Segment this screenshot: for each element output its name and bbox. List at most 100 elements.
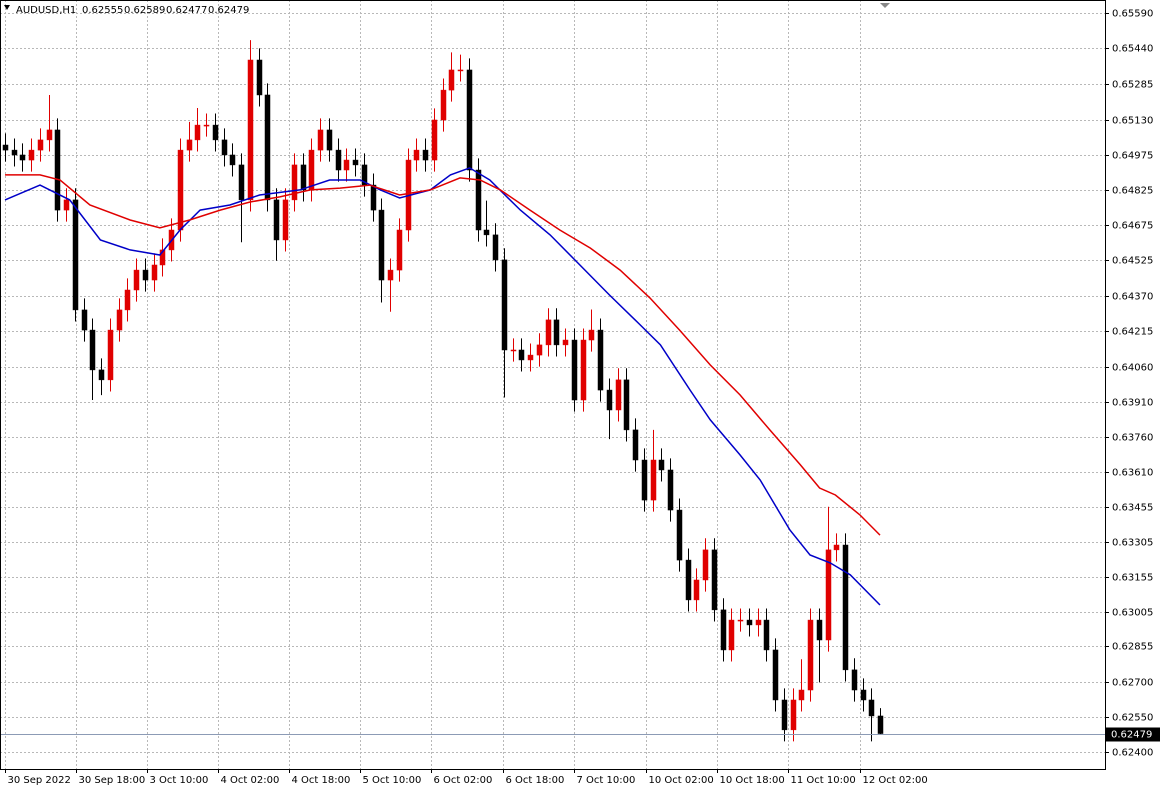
header-low: 0.62477 xyxy=(166,5,207,16)
candle-body xyxy=(151,264,158,281)
x-tick-label: 7 Oct 10:00 xyxy=(577,775,636,786)
candle-body xyxy=(588,329,595,341)
y-tick-label: 0.64370 xyxy=(1112,292,1153,303)
candle-body xyxy=(159,249,166,266)
y-tick-label: 0.63005 xyxy=(1112,608,1153,619)
candle-body xyxy=(693,579,700,601)
y-tick-label: 0.63305 xyxy=(1112,538,1153,549)
candle-body xyxy=(352,159,359,166)
candle-body xyxy=(264,94,271,201)
candle-body xyxy=(702,549,709,581)
menu-icon[interactable] xyxy=(4,5,10,10)
candle-body xyxy=(46,129,53,141)
candle-body xyxy=(378,209,385,281)
candle-body xyxy=(28,149,35,161)
candle-body xyxy=(335,149,342,171)
candle-body xyxy=(763,619,770,651)
current-price-label: 0.62479 xyxy=(1111,730,1152,741)
candle-body xyxy=(247,59,254,201)
y-tick-label: 0.65285 xyxy=(1112,80,1153,91)
candle-body xyxy=(658,459,665,471)
candle-body xyxy=(291,164,298,201)
x-tick-label: 12 Oct 02:00 xyxy=(863,775,928,786)
candle-body xyxy=(728,619,735,651)
candle-body xyxy=(685,559,692,601)
y-tick-label: 0.64675 xyxy=(1112,221,1153,232)
x-tick-label: 30 Sep 2022 xyxy=(8,775,71,786)
candle-body xyxy=(833,544,840,551)
candle-body xyxy=(343,159,350,171)
candle-body xyxy=(212,124,219,141)
candle-body xyxy=(755,619,762,626)
candle-body xyxy=(475,169,482,231)
y-tick-label: 0.62550 xyxy=(1112,713,1153,724)
candle-body xyxy=(597,329,604,391)
candle-body xyxy=(632,429,639,461)
candle-body xyxy=(186,139,193,151)
candle-body xyxy=(851,669,858,691)
candle-body xyxy=(221,139,228,156)
candle-body xyxy=(300,164,307,191)
candle-body xyxy=(501,259,508,351)
y-tick-label: 0.63760 xyxy=(1112,433,1153,444)
candle-body xyxy=(422,149,429,161)
grid xyxy=(0,0,1105,769)
candle-body xyxy=(238,164,245,201)
header-high: 0.62589 xyxy=(124,5,165,16)
candle-body xyxy=(807,619,814,691)
x-tick-label: 3 Oct 10:00 xyxy=(150,775,209,786)
candle-body xyxy=(413,149,420,161)
candle-body xyxy=(580,339,587,401)
candle-body xyxy=(676,509,683,561)
candle-body xyxy=(203,124,210,127)
candle-body xyxy=(720,609,727,651)
x-tick-label: 11 Oct 10:00 xyxy=(791,775,856,786)
x-tick-label: 6 Oct 02:00 xyxy=(434,775,493,786)
candle-body xyxy=(562,339,569,346)
candle-body xyxy=(650,459,657,501)
candle-body xyxy=(89,329,96,371)
candle-body xyxy=(623,379,630,431)
candle-body xyxy=(553,319,560,346)
candle-body xyxy=(457,69,464,72)
y-tick-label: 0.64525 xyxy=(1112,256,1153,267)
candle-body xyxy=(387,269,394,281)
candle-body xyxy=(746,619,753,626)
y-tick-label: 0.62400 xyxy=(1112,748,1153,759)
candle-body xyxy=(273,199,280,241)
candle-body xyxy=(98,369,105,381)
header-open: 0.62555 xyxy=(82,5,123,16)
y-tick-label: 0.64215 xyxy=(1112,327,1153,338)
current-price-tag xyxy=(1106,727,1160,742)
moving-average xyxy=(4,167,881,606)
candle-body xyxy=(527,354,534,361)
candle-body xyxy=(606,389,613,411)
candle-body xyxy=(860,689,867,701)
axes: 0.65590 0.65440 0.65285 0.65130 0.64975 0.648… xyxy=(5,9,1160,786)
moving-average xyxy=(5,174,881,536)
y-tick-label: 0.65440 xyxy=(1112,44,1153,55)
candle-body xyxy=(370,184,377,211)
candle-body xyxy=(54,129,61,211)
x-tick-label: 10 Oct 02:00 xyxy=(649,775,714,786)
y-tick-label: 0.62700 xyxy=(1112,678,1153,689)
candle-body xyxy=(72,199,79,311)
candle-body xyxy=(116,309,123,331)
candle-body xyxy=(326,129,333,151)
x-tick-label: 5 Oct 10:00 xyxy=(363,775,422,786)
candle-body xyxy=(641,459,648,501)
candle-body xyxy=(711,549,718,611)
candle-body xyxy=(177,149,184,231)
candle-body xyxy=(63,199,70,211)
candle-body xyxy=(466,69,473,171)
candle-body xyxy=(737,619,744,622)
candle-body xyxy=(816,619,823,641)
candle-body xyxy=(308,149,315,191)
candle-body xyxy=(790,699,797,731)
x-tick-label: 4 Oct 02:00 xyxy=(221,775,280,786)
candle-body xyxy=(483,229,490,236)
candle-body xyxy=(492,234,499,261)
